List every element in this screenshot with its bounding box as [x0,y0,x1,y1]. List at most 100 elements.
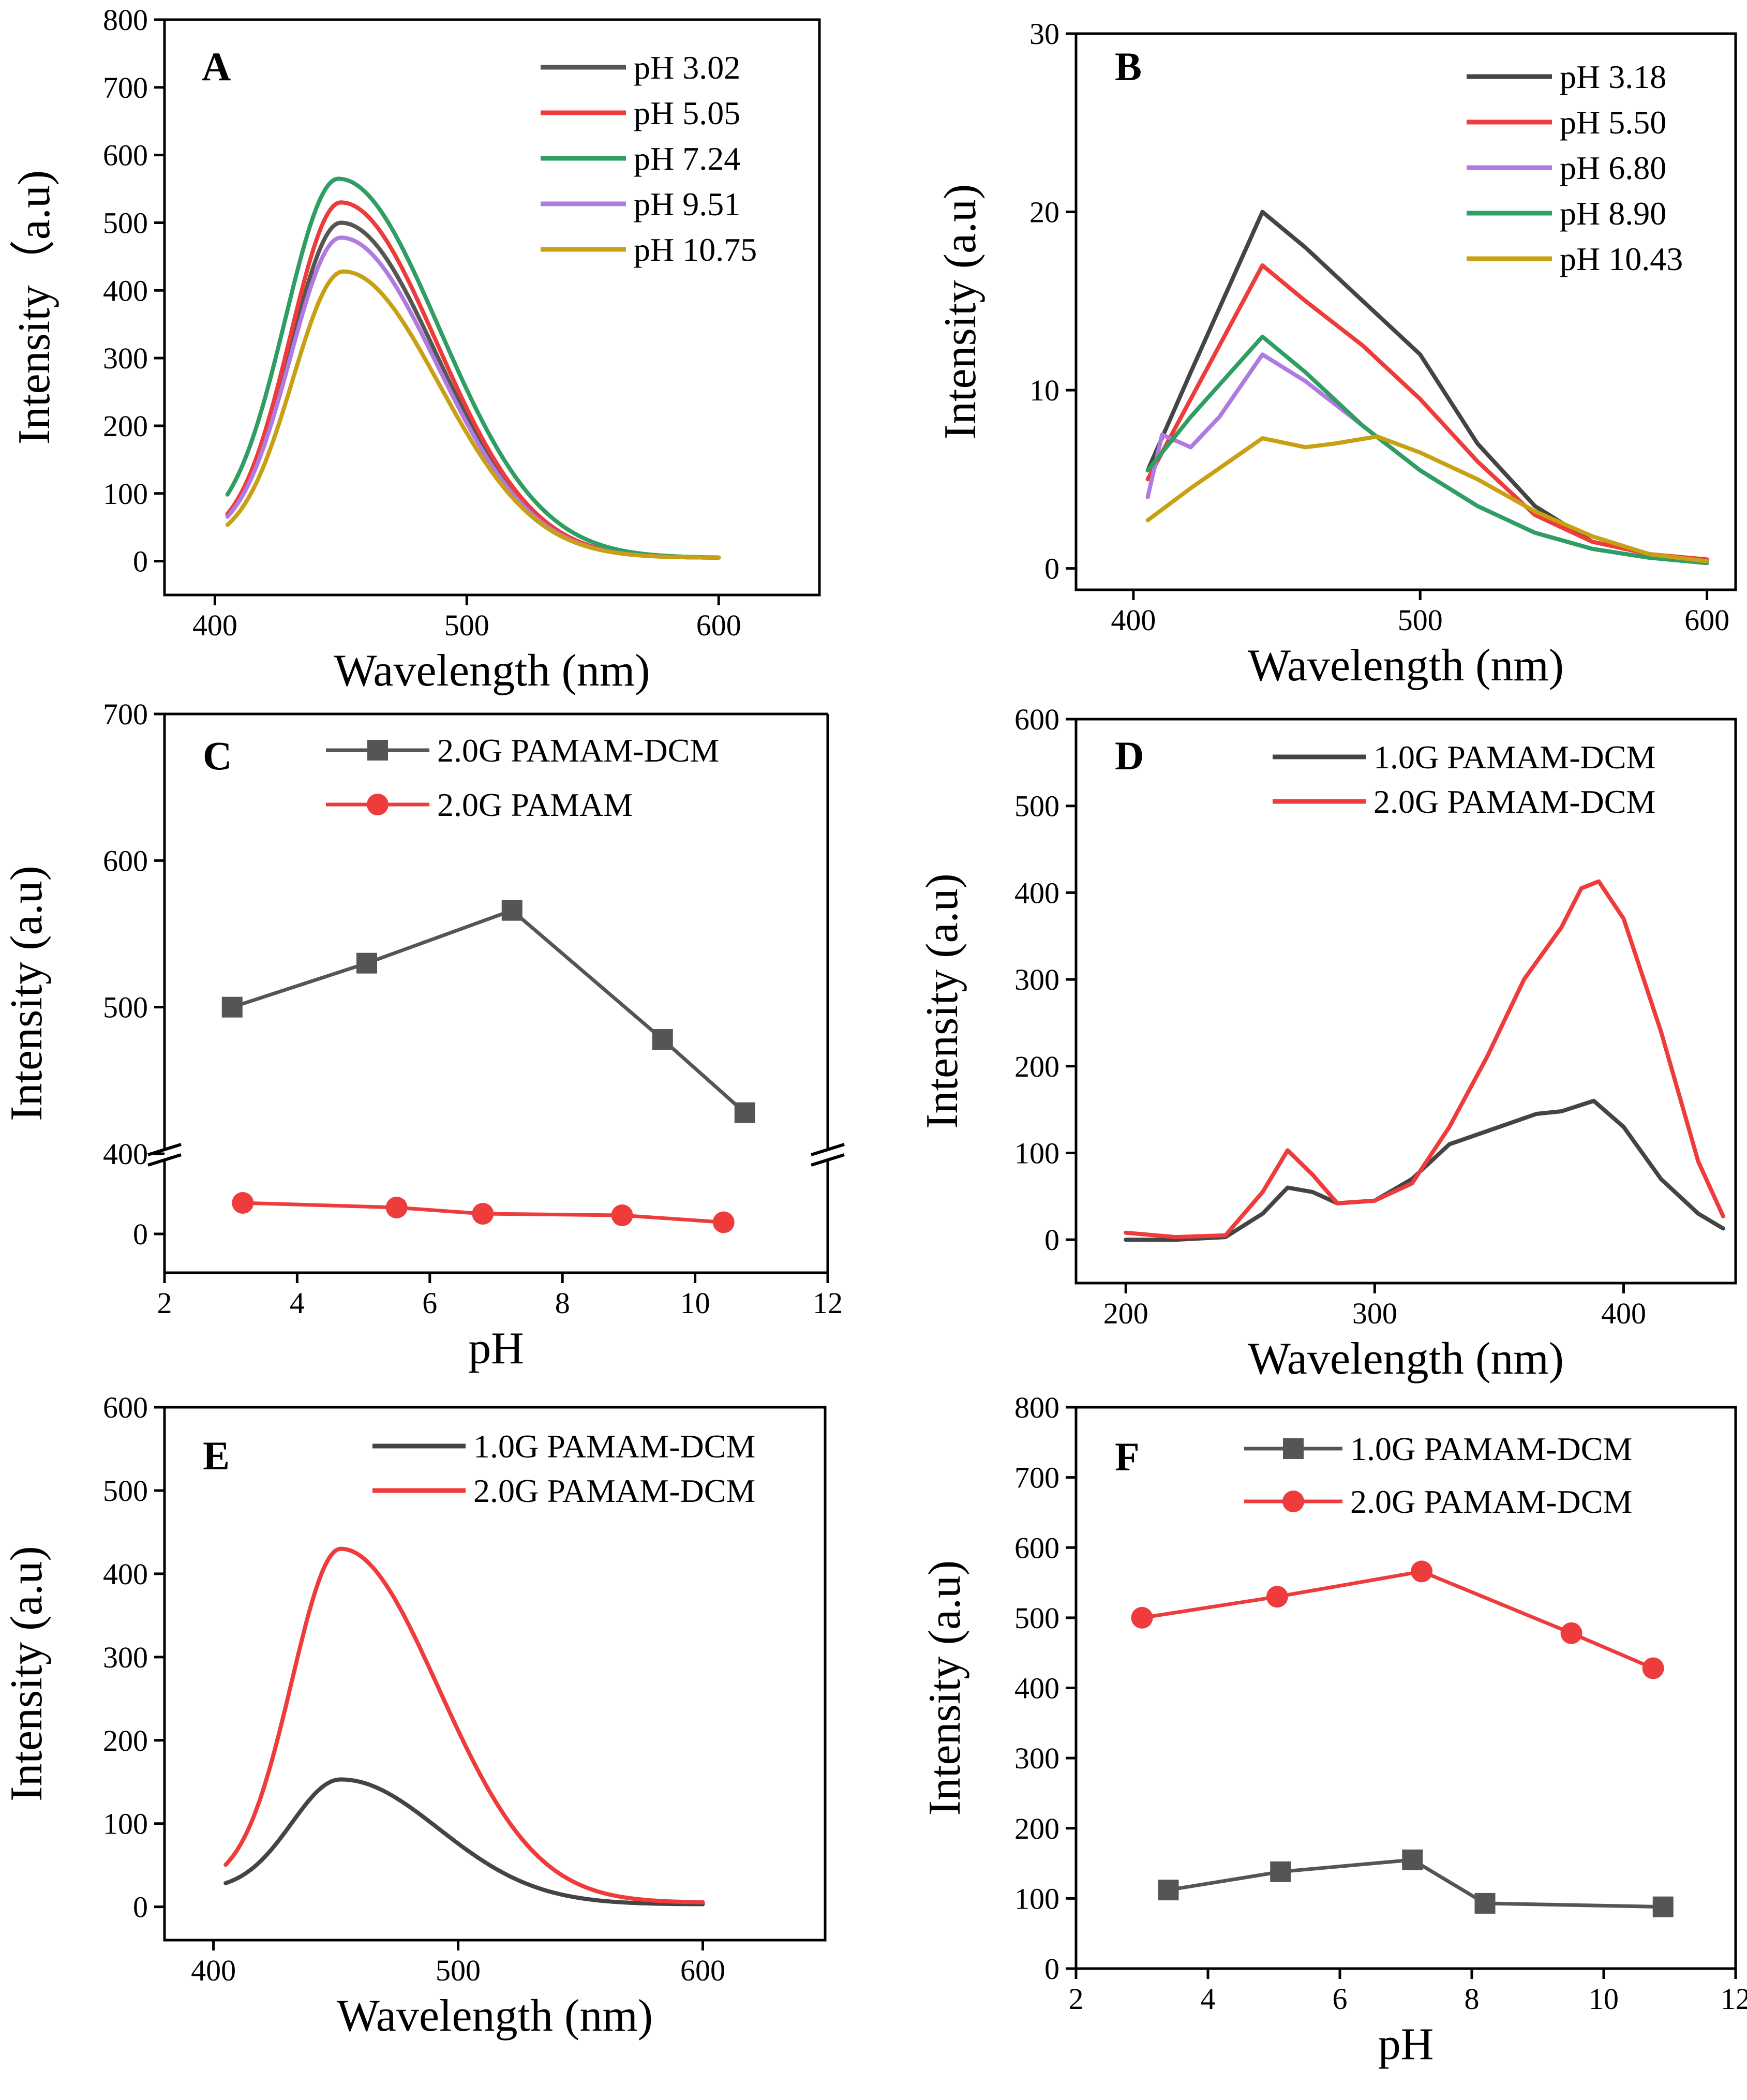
plot-frame [1074,718,1737,1285]
y-tick-label: 400 [103,274,148,307]
y-tick-label: 0 [1044,552,1059,586]
x-tick-label: 400 [192,608,237,642]
y-tick-label: 400 [103,1137,148,1171]
legend-label: 2.0G PAMAM [437,786,633,823]
data-point-marker [356,952,378,974]
legend-label: 2.0G PAMAM-DCM [437,732,719,769]
y-axis-title: Intensity (a.u) [2,866,52,1121]
y-tick-label: 700 [103,697,148,731]
x-tick-label: 4 [1201,1982,1216,2016]
panel-letter: C [203,733,232,778]
data-point-marker [652,1029,673,1050]
legend-label: 2.0G PAMAM-DCM [473,1472,755,1509]
data-point-marker [501,900,522,921]
y-tick-label: 800 [1014,1391,1059,1424]
legend-label: pH 5.50 [1560,104,1666,141]
y-tick-label: 600 [1014,703,1059,736]
y-tick-label: 0 [1044,1223,1059,1257]
series-line [231,908,746,1114]
x-tick-label: 12 [813,1286,843,1320]
data-point-marker [1642,1657,1664,1679]
data-point-marker [734,1102,755,1123]
y-tick-label: 300 [103,1641,148,1674]
y-axis-title: Intensity (a.u) [935,184,986,440]
data-point-marker [232,1192,254,1214]
data-point-marker [1270,1861,1291,1882]
x-tick-label: 400 [1601,1297,1646,1330]
x-tick-label: 8 [1465,1982,1480,2016]
legend-marker [367,794,389,815]
y-tick-label: 800 [103,3,148,37]
y-tick-label: 0 [133,1890,148,1924]
legend-label: 1.0G PAMAM-DCM [473,1428,755,1465]
x-tick-label: 300 [1352,1297,1397,1330]
x-tick-label: 2 [157,1286,172,1320]
y-tick-label: 300 [1014,963,1059,996]
y-tick-label: 200 [103,409,148,443]
x-axis-title: Wavelength (nm) [337,1991,653,2041]
panel-b: 400 500 600 0 10 20 30 B Wavelength (nm) Intensit… [935,17,1737,691]
series-line [1140,1569,1655,1670]
plot-frame [163,1406,827,1942]
series-line [1145,334,1709,565]
x-tick-label: 400 [1111,603,1156,637]
data-point-marker [1411,1560,1433,1583]
x-tick-label: 6 [422,1286,437,1320]
data-point-marker [385,1197,408,1218]
data-point-marker [1652,1896,1674,1917]
y-tick-label: 600 [1014,1531,1059,1565]
y-tick-label: 10 [1029,374,1059,407]
panel-c: 2 4 6 8 10 12 400 500 600 700 0 CpH Intensity (a.u) 2… [2,697,845,1374]
y-tick-label: 0 [133,1217,148,1251]
x-tick-label: 600 [696,608,741,642]
legend-marker [1283,1438,1304,1459]
legend-label: pH 10.75 [634,231,757,268]
y-tick-label: 700 [1014,1461,1059,1495]
series-line [225,220,721,560]
data-point-marker [1266,1586,1288,1608]
data-point-marker [1402,1849,1423,1870]
plot-frame [1074,32,1737,591]
x-tick-label: 600 [680,1954,725,1987]
legend-label: pH 5.05 [634,95,740,131]
legend-label: 2.0G PAMAM-DCM [1350,1483,1632,1520]
data-point-marker [712,1211,735,1233]
axis-break-mark [147,1153,182,1167]
legend-label: pH 3.02 [634,49,740,86]
data-point-marker [1560,1622,1582,1644]
x-tick-label: 500 [444,608,489,642]
y-tick-label: 20 [1029,196,1059,229]
legend-label: 1.0G PAMAM-DCM [1373,739,1655,776]
y-tick-label: 600 [103,844,148,877]
legend-marker [1282,1491,1304,1512]
panel-a: 400 500 600 0 100 200 300 400 500 600 700 800 A Wavel… [9,3,821,696]
axis-break-mark [147,1143,182,1156]
y-tick-label: 400 [1014,1672,1059,1705]
y-tick-label: 100 [1014,1136,1059,1170]
y-tick-label: 700 [103,71,148,105]
series-line [223,1546,705,1904]
y-tick-label: 300 [103,341,148,375]
y-tick-label: 200 [103,1724,148,1758]
x-axis-title: pH [468,1323,524,1374]
panel-letter: A [202,44,231,89]
x-tick-label: 4 [290,1286,305,1320]
x-tick-label: 600 [1684,603,1729,637]
series-line [225,269,721,560]
panel-e: 400 500 600 0 100 200 300 400 500 600 E Wavelength … [2,1391,827,2041]
x-tick-label: 400 [191,1954,236,1987]
y-tick-label: 0 [133,545,148,578]
y-tick-label: 500 [103,206,148,240]
x-tick-label: 2 [1069,1982,1084,2016]
x-axis-title: Wavelength (nm) [334,646,650,696]
y-tick-label: 0 [1044,1952,1059,1986]
y-tick-label: 500 [103,991,148,1024]
y-tick-label: 600 [103,139,148,172]
axis-break-mark [811,1143,845,1156]
y-tick-label: 200 [1014,1812,1059,1845]
y-tick-label: 500 [103,1474,148,1508]
y-tick-label: 100 [1014,1882,1059,1915]
y-tick-label: 100 [103,1807,148,1841]
legend-label: 2.0G PAMAM-DCM [1373,783,1655,820]
